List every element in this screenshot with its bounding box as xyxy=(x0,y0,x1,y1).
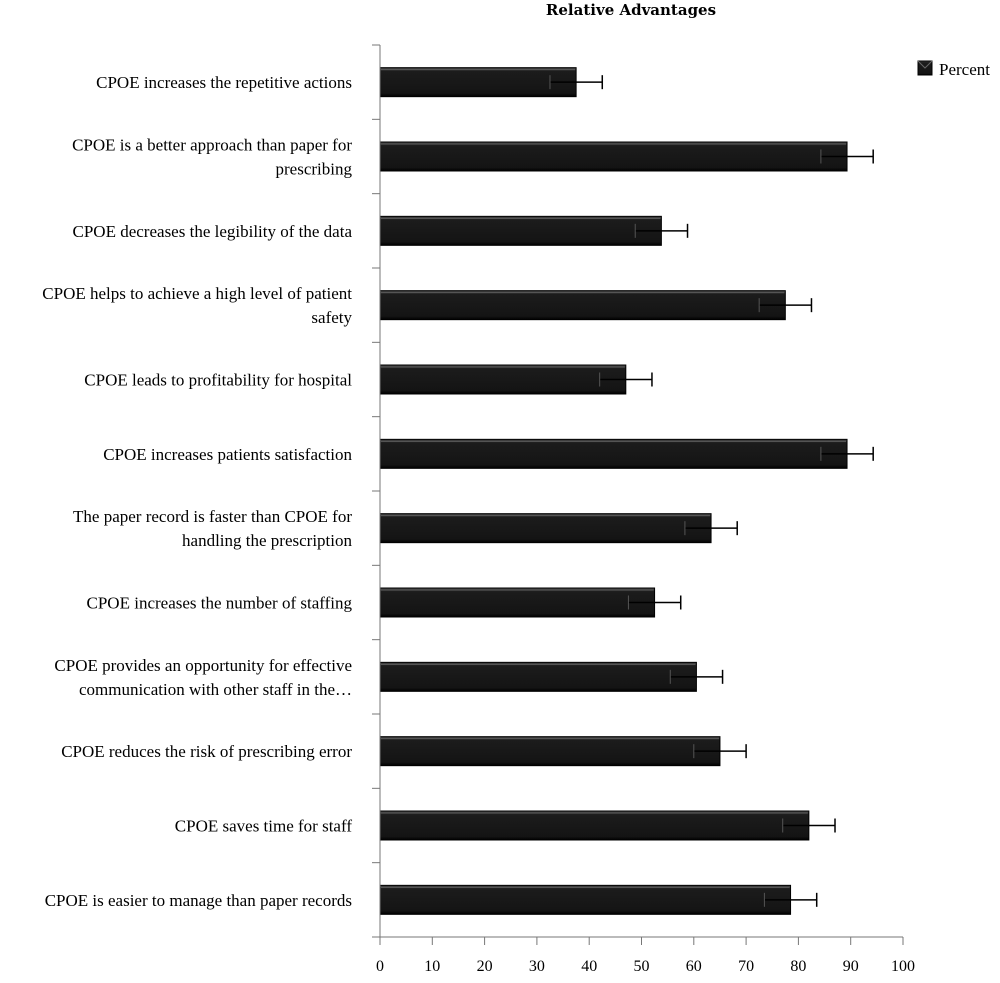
bar xyxy=(379,661,697,692)
category-label: prescribing xyxy=(276,160,353,179)
x-tick-label: 60 xyxy=(686,958,702,975)
x-tick-label: 0 xyxy=(376,958,384,975)
category-label: CPOE is a better approach than paper for xyxy=(72,136,352,155)
category-label: CPOE provides an opportunity for effecti… xyxy=(54,656,352,675)
bar xyxy=(379,67,577,98)
category-label: CPOE helps to achieve a high level of pa… xyxy=(42,284,352,303)
category-label: CPOE reduces the risk of prescribing err… xyxy=(61,742,352,761)
bar xyxy=(379,513,712,544)
x-tick-label: 30 xyxy=(529,958,545,975)
bar xyxy=(379,438,848,469)
bars-group xyxy=(379,67,848,915)
legend-label: Percent xyxy=(939,60,990,79)
bar xyxy=(379,290,786,321)
x-tick-label: 80 xyxy=(790,958,806,975)
legend: Percent xyxy=(917,60,990,79)
category-label: The paper record is faster than CPOE for xyxy=(73,507,352,526)
category-label: CPOE is easier to manage than paper reco… xyxy=(45,891,352,910)
category-label: safety xyxy=(311,308,352,327)
category-label: CPOE increases patients satisfaction xyxy=(103,445,352,464)
chart-title: Relative Advantages xyxy=(546,1,716,19)
bar xyxy=(379,810,810,841)
bar xyxy=(379,364,627,395)
category-labels-group: CPOE increases the repetitive actions CPO… xyxy=(42,73,352,910)
axes-group: 0 10 20 30 40 50 60 70 80 90 100 xyxy=(372,44,915,975)
x-tick-label: 90 xyxy=(843,958,859,975)
category-label: CPOE saves time for staff xyxy=(175,817,353,836)
x-tick-label: 50 xyxy=(634,958,650,975)
category-label: CPOE decreases the legibility of the dat… xyxy=(73,222,353,241)
bar xyxy=(379,215,662,246)
category-label: CPOE increases the number of staffing xyxy=(87,594,353,613)
bar xyxy=(379,587,656,618)
x-tick-label: 40 xyxy=(581,958,597,975)
bar xyxy=(379,141,848,172)
x-tick-label: 10 xyxy=(424,958,440,975)
category-label: CPOE leads to profitability for hospital xyxy=(84,371,352,390)
x-tick-label: 70 xyxy=(738,958,754,975)
category-label: handling the prescription xyxy=(182,531,352,550)
legend-swatch-bevel xyxy=(917,60,933,69)
bar xyxy=(379,884,792,915)
x-tick-label: 100 xyxy=(891,958,915,975)
category-label: CPOE increases the repetitive actions xyxy=(96,73,352,92)
bar xyxy=(379,736,721,767)
x-tick-label: 20 xyxy=(477,958,493,975)
category-label: communication with other staff in the… xyxy=(79,680,352,699)
error-bars-group xyxy=(549,75,874,907)
